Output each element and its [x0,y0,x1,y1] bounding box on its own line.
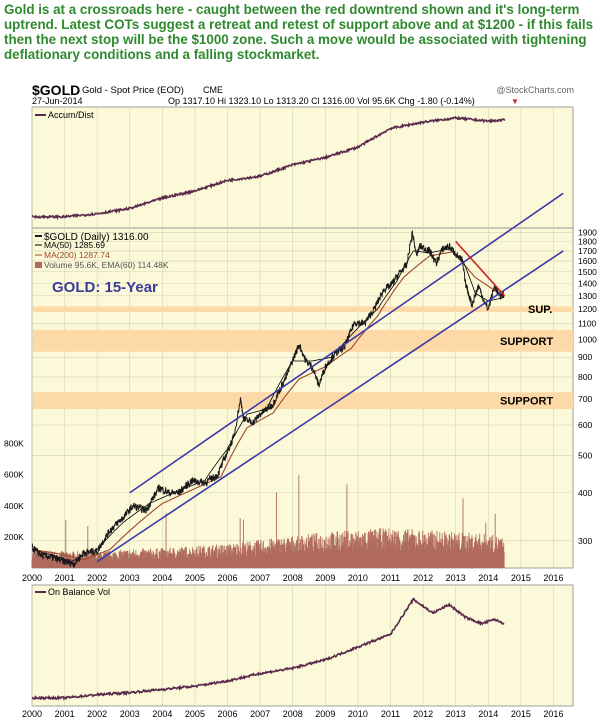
x-tick-label-main: 2014 [478,573,498,583]
obv-title: On Balance Vol [48,587,110,597]
volume-tick-label: 200K [4,532,24,542]
ma200-line [31,251,504,561]
ma50-legend: MA(50) 1285.69 [44,240,105,250]
chart-symbol: $GOLD [32,82,80,98]
x-tick-label-main: 2013 [446,573,466,583]
x-tick-label-main: 2008 [283,573,303,583]
x-tick-label-main: 2001 [55,573,75,583]
x-tick-label-main: 2009 [315,573,335,583]
quote-readout: Op 1317.10 Hi 1323.10 Lo 1313.20 Cl 1316… [168,96,475,106]
uptrend-line [129,192,564,494]
y-tick-label: 800 [578,372,592,382]
quote-arrow-icon: ▼ [511,97,519,106]
x-tick-label-obv: 2006 [218,709,238,719]
volume-tick-label: 800K [4,439,24,449]
x-tick-label-main: 2011 [381,573,400,583]
chart-description: Gold - Spot Price (EOD) [82,85,184,96]
y-tick-label: 900 [578,352,592,362]
volume-legend: Volume 95.6K, EMA(60) 114.48K [44,260,169,270]
gold-price-line [31,229,505,569]
watermark: @StockCharts.com [496,85,574,95]
support-zone-label: SUPPORT [500,396,553,408]
x-tick-label-main: 2006 [218,573,238,583]
x-tick-label-obv: 2013 [446,709,466,719]
volume-legend-swatch [35,262,42,268]
support-zone-band [33,306,573,312]
ma200-legend: MA(200) 1287.74 [44,250,110,260]
x-tick-label-obv: 2007 [250,709,270,719]
x-tick-label-obv: 2010 [348,709,368,719]
chart-exchange: CME [203,85,223,95]
x-tick-label-main: 2010 [348,573,368,583]
support-zone-label: SUP. [528,304,552,316]
x-tick-label-main: 2004 [152,573,172,583]
x-tick-label-main: 2007 [250,573,270,583]
support-zone-band [33,392,573,410]
gold-legend: $GOLD (Daily) 1316.00 [44,232,149,243]
x-tick-label-main: 2003 [120,573,140,583]
y-tick-label: 500 [578,450,592,460]
x-tick-label-obv: 2016 [543,709,563,719]
x-tick-label-main: 2005 [185,573,205,583]
x-tick-label-obv: 2011 [381,709,400,719]
volume-tick-label: 400K [4,501,24,511]
obv-panel [31,584,574,707]
x-tick-label-main: 2000 [22,573,42,583]
gold-legend-last: 1316.00 [112,232,149,243]
y-tick-label: 1100 [578,319,597,329]
accum-dist-title: Accum/Dist [48,110,94,120]
volume-bars [31,475,505,568]
x-tick-label-main: 2012 [413,573,433,583]
y-tick-label: 1000 [578,335,597,345]
y-tick-label: 400 [578,488,592,498]
y-tick-label: 1300 [578,291,597,301]
x-tick-label-main: 2015 [511,573,531,583]
accum-dist-line [31,115,506,221]
chart-date: 27-Jun-2014 [32,96,83,106]
uptrend-line [96,250,564,563]
support-zone-label: SUPPORT [500,336,553,348]
series-lines [31,115,564,701]
y-tick-label: 1800 [578,236,597,246]
downtrend-line [455,240,506,297]
y-tick-label: 700 [578,394,592,404]
volume-tick-label: 600K [4,470,24,480]
y-tick-label: 1500 [578,267,597,277]
y-tick-label: 1600 [578,256,597,266]
y-tick-label: 1200 [578,304,597,314]
x-tick-label-obv: 2008 [283,709,303,719]
x-tick-label-obv: 2000 [22,709,42,719]
headline: Gold is at a crossroads here - caught be… [4,2,594,62]
gold-legend-symbol: $GOLD (Daily) [44,232,110,243]
x-tick-label-obv: 2012 [413,709,433,719]
obv-line [31,597,505,701]
y-tick-label: 300 [578,536,592,546]
x-tick-label-obv: 2009 [315,709,335,719]
x-tick-label-obv: 2015 [511,709,531,719]
x-tick-label-obv: 2002 [87,709,107,719]
x-tick-label-main: 2002 [87,573,107,583]
x-tick-label-obv: 2005 [185,709,205,719]
x-tick-label-obv: 2004 [152,709,172,719]
y-tick-label: 1900 [578,227,597,237]
support-zones: SUP. SUPPORT SUPPORT [33,304,573,410]
x-tick-label-obv: 2014 [478,709,498,719]
tick-labels: 2000 2000 2001 2001 2002 2002 2003 2003 2004 2004… [4,227,597,719]
gold-15-year-annotation: GOLD: 15-Year [52,279,158,296]
y-tick-label: 600 [578,420,592,430]
y-tick-label: 1400 [578,278,597,288]
support-zone-band [33,329,573,352]
y-tick-label: 1700 [578,246,597,256]
x-tick-label-obv: 2001 [55,709,75,719]
x-tick-label-main: 2016 [543,573,563,583]
x-tick-label-obv: 2003 [120,709,140,719]
